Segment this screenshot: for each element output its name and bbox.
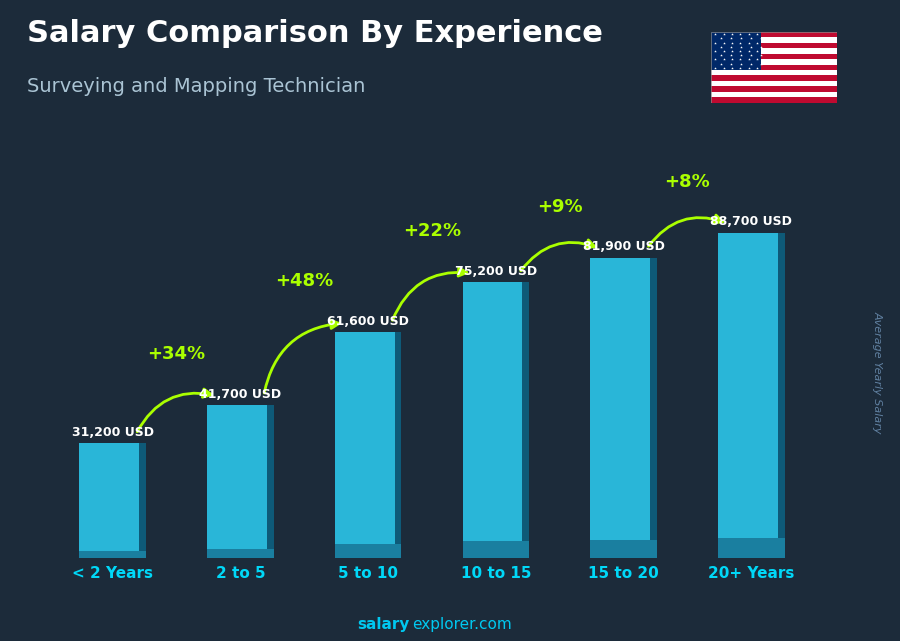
Bar (522, 282, 529, 558)
Bar (590, 258, 657, 558)
Text: +48%: +48% (275, 272, 333, 290)
Text: 31,200 USD: 31,200 USD (72, 426, 154, 439)
Text: +34%: +34% (148, 345, 205, 363)
Text: 41,700 USD: 41,700 USD (199, 388, 282, 401)
Bar (711, 54, 837, 59)
Bar (718, 538, 785, 558)
Bar (711, 70, 837, 76)
Bar (718, 233, 785, 558)
Bar (711, 37, 837, 43)
Text: Average Yearly Salary: Average Yearly Salary (872, 310, 883, 433)
Bar (590, 540, 657, 558)
Bar (79, 551, 146, 558)
Bar (395, 332, 401, 558)
Bar (207, 549, 274, 558)
Bar (140, 444, 146, 558)
Bar (335, 544, 401, 558)
Bar (711, 92, 837, 97)
Bar (711, 32, 761, 70)
Text: Surveying and Mapping Technician: Surveying and Mapping Technician (27, 77, 365, 96)
Bar (778, 233, 785, 558)
Text: salary: salary (357, 617, 410, 633)
Bar (650, 258, 657, 558)
Text: +9%: +9% (537, 197, 582, 215)
Text: +22%: +22% (403, 222, 461, 240)
Bar (711, 76, 837, 81)
Bar (335, 332, 401, 558)
Bar (711, 97, 837, 103)
Bar (463, 541, 529, 558)
Bar (267, 405, 274, 558)
Bar (711, 81, 837, 87)
Bar (711, 65, 837, 70)
Text: 61,600 USD: 61,600 USD (328, 315, 410, 328)
Text: explorer.com: explorer.com (412, 617, 512, 633)
Bar (711, 32, 837, 37)
Text: 88,700 USD: 88,700 USD (710, 215, 792, 228)
Bar (79, 444, 146, 558)
Bar (711, 48, 837, 54)
Bar (711, 43, 837, 48)
Bar (711, 87, 837, 92)
Text: 81,900 USD: 81,900 USD (582, 240, 664, 253)
Bar (463, 282, 529, 558)
Bar (711, 59, 837, 65)
Text: Salary Comparison By Experience: Salary Comparison By Experience (27, 19, 603, 48)
Text: +8%: +8% (664, 172, 710, 190)
Bar (207, 405, 274, 558)
Text: 75,200 USD: 75,200 USD (454, 265, 537, 278)
